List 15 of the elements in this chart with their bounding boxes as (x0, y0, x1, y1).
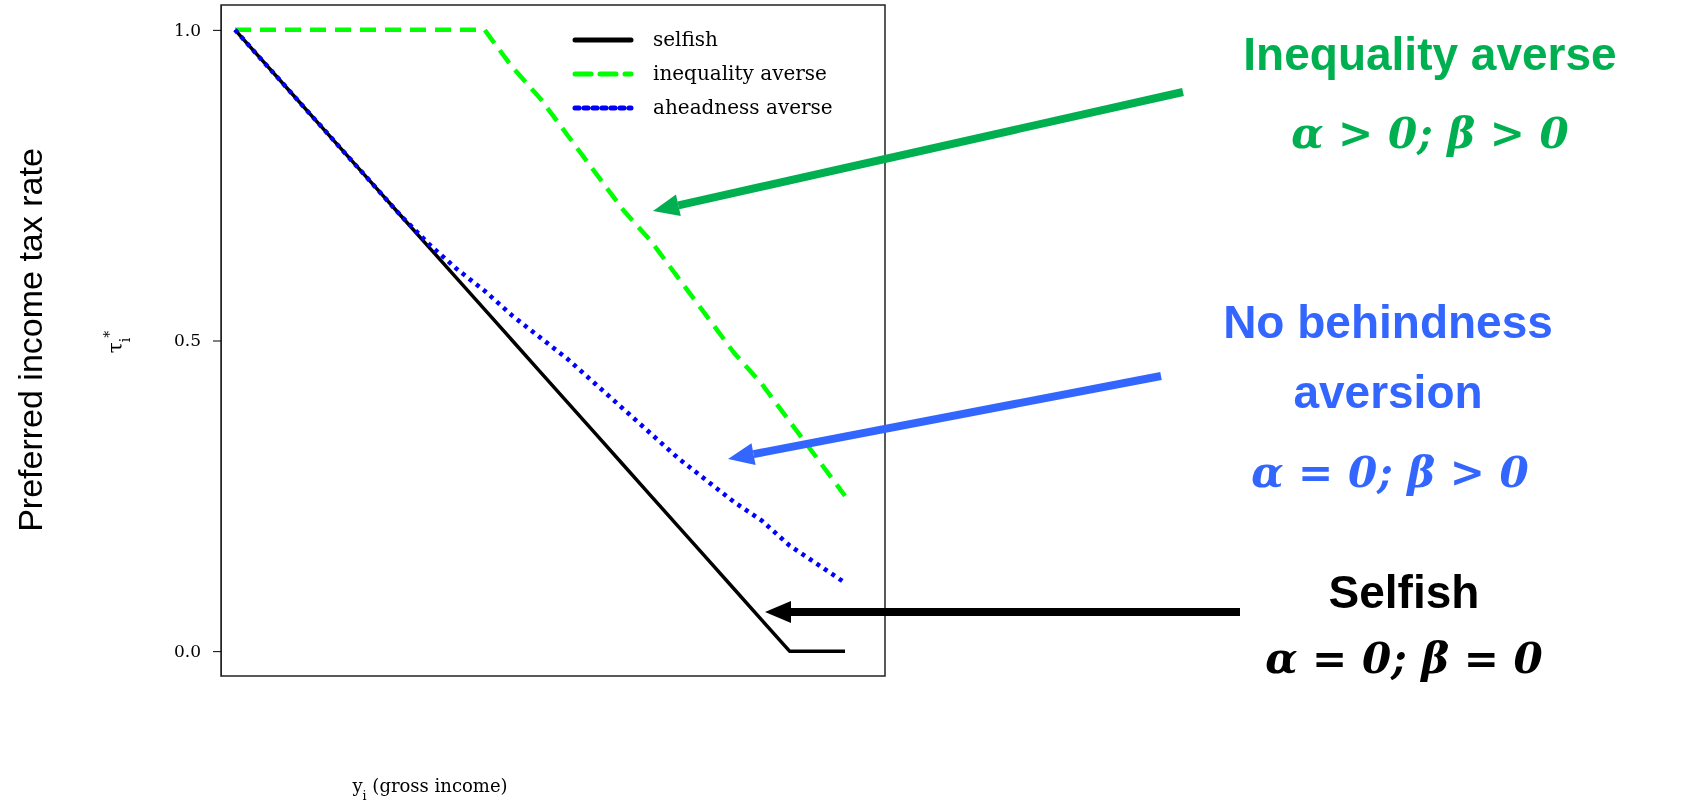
legend-label: inequality averse (653, 61, 827, 85)
text: y$_{i}$ (gross income) (351, 775, 508, 803)
y-tick-label: 0.0 (173, 641, 201, 662)
text: α = 0; β > 0 (1251, 448, 1529, 497)
text: Inequality averse (1243, 28, 1617, 80)
text: α = 0; β = 0 (1265, 634, 1543, 683)
legend-label: aheadness averse (653, 95, 833, 119)
y-tick-label: 0.5 (173, 330, 201, 351)
text: α > 0; β > 0 (1291, 109, 1569, 158)
text: Selfish (1328, 566, 1480, 618)
text: No behindness aversion (1223, 296, 1553, 418)
legend-label: selfish (653, 27, 719, 51)
line-series (232, 27, 848, 499)
y-tick-label: 1.0 (173, 19, 201, 40)
y-axis-title: Preferred income tax rate (11, 148, 49, 532)
